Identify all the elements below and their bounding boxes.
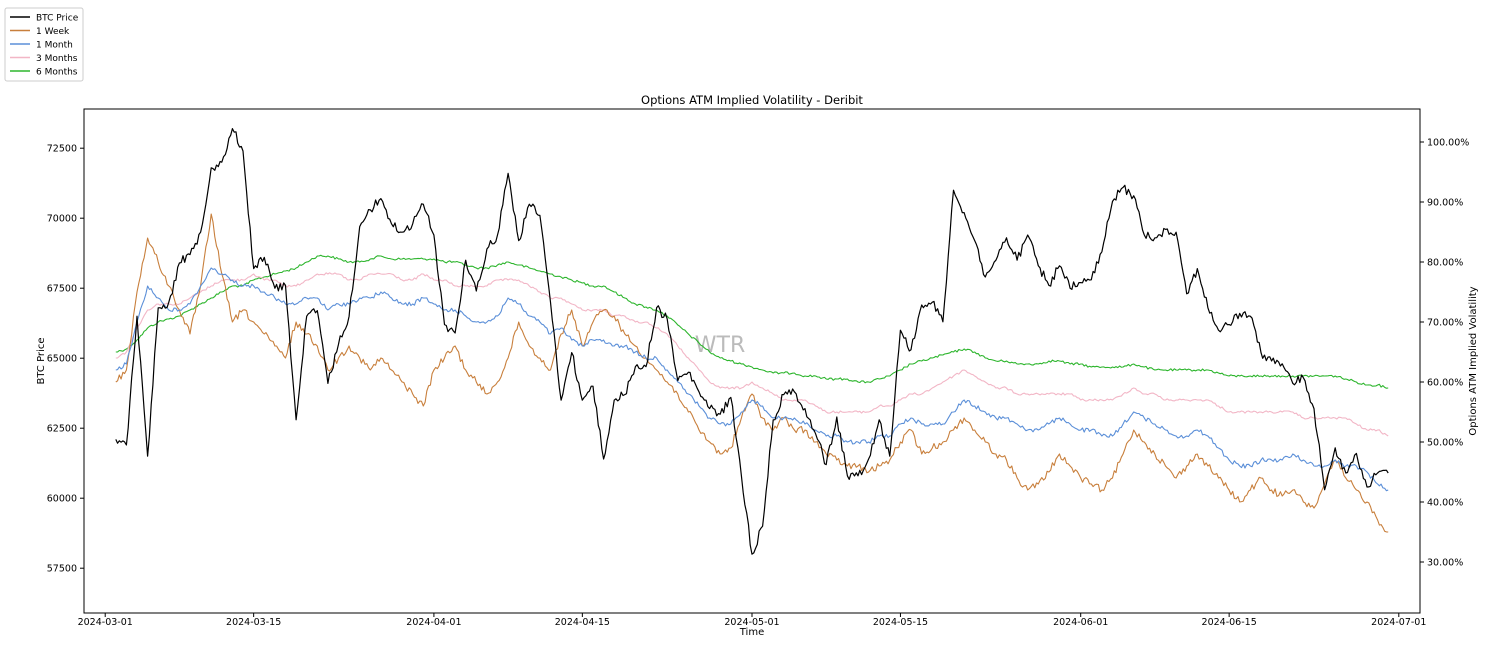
series-layer: [115, 128, 1389, 555]
series-line-6-months: [115, 254, 1389, 389]
y-left-tick-label: 67500: [47, 284, 77, 295]
x-tick-label: 2024-06-01: [1053, 617, 1108, 628]
x-tick-label: 2024-04-15: [555, 617, 610, 628]
y-left-tick-label: 72500: [47, 144, 77, 155]
y-right-tick-label: 80.00%: [1427, 258, 1463, 269]
watermark: WTR: [695, 333, 745, 358]
series-line-1-month: [115, 267, 1389, 492]
y-right-tick-label: 40.00%: [1427, 498, 1463, 509]
y-right-tick-label: 70.00%: [1427, 318, 1463, 329]
y-right-tick-label: 90.00%: [1427, 198, 1463, 209]
legend-label: BTC Price: [36, 13, 79, 23]
legend-label: 3 Months: [36, 54, 78, 64]
y-axis-left-label: BTC Price: [36, 338, 47, 385]
x-tick-label: 2024-05-01: [724, 617, 779, 628]
x-axis-label: Time: [739, 627, 764, 638]
y-axis-left: 57500 60000 62500 65000 67500 70000 72500: [47, 144, 84, 575]
y-axis-right: 30.00% 40.00% 50.00% 60.00% 70.00% 80.00% 90.0…: [1420, 138, 1469, 569]
legend-label: 1 Month: [36, 40, 73, 50]
y-left-tick-label: 70000: [47, 214, 77, 225]
series-line-3-months: [115, 272, 1389, 437]
x-tick-label: 2024-03-15: [226, 617, 281, 628]
x-tick-label: 2024-03-01: [78, 617, 133, 628]
y-left-tick-label: 57500: [47, 564, 77, 575]
series-line-1-week: [115, 213, 1389, 533]
x-tick-label: 2024-04-01: [406, 617, 461, 628]
y-right-tick-label: 100.00%: [1427, 138, 1469, 149]
x-tick-label: 2024-07-01: [1371, 617, 1426, 628]
y-axis-right-label: Options ATM Implied Volatility: [1468, 286, 1479, 435]
y-left-tick-label: 65000: [47, 354, 77, 365]
x-tick-label: 2024-06-15: [1202, 617, 1257, 628]
y-left-tick-label: 62500: [47, 424, 77, 435]
y-right-tick-label: 50.00%: [1427, 438, 1463, 449]
y-left-tick-label: 60000: [47, 494, 77, 505]
y-right-tick-label: 30.00%: [1427, 558, 1463, 569]
x-axis: 2024-03-01 2024-03-15 2024-04-01 2024-04-15…: [78, 613, 1426, 628]
legend: BTC Price 1 Week 1 Month 3 Months 6 Months: [4, 7, 84, 82]
legend-label: 1 Week: [36, 27, 70, 37]
legend-box: [4, 7, 84, 82]
x-tick-label: 2024-05-15: [873, 617, 928, 628]
chart-title: Options ATM Implied Volatility - Deribit: [641, 93, 863, 107]
y-right-tick-label: 60.00%: [1427, 378, 1463, 389]
series-line-btc-price: [115, 128, 1389, 555]
legend-label: 6 Months: [36, 67, 78, 77]
